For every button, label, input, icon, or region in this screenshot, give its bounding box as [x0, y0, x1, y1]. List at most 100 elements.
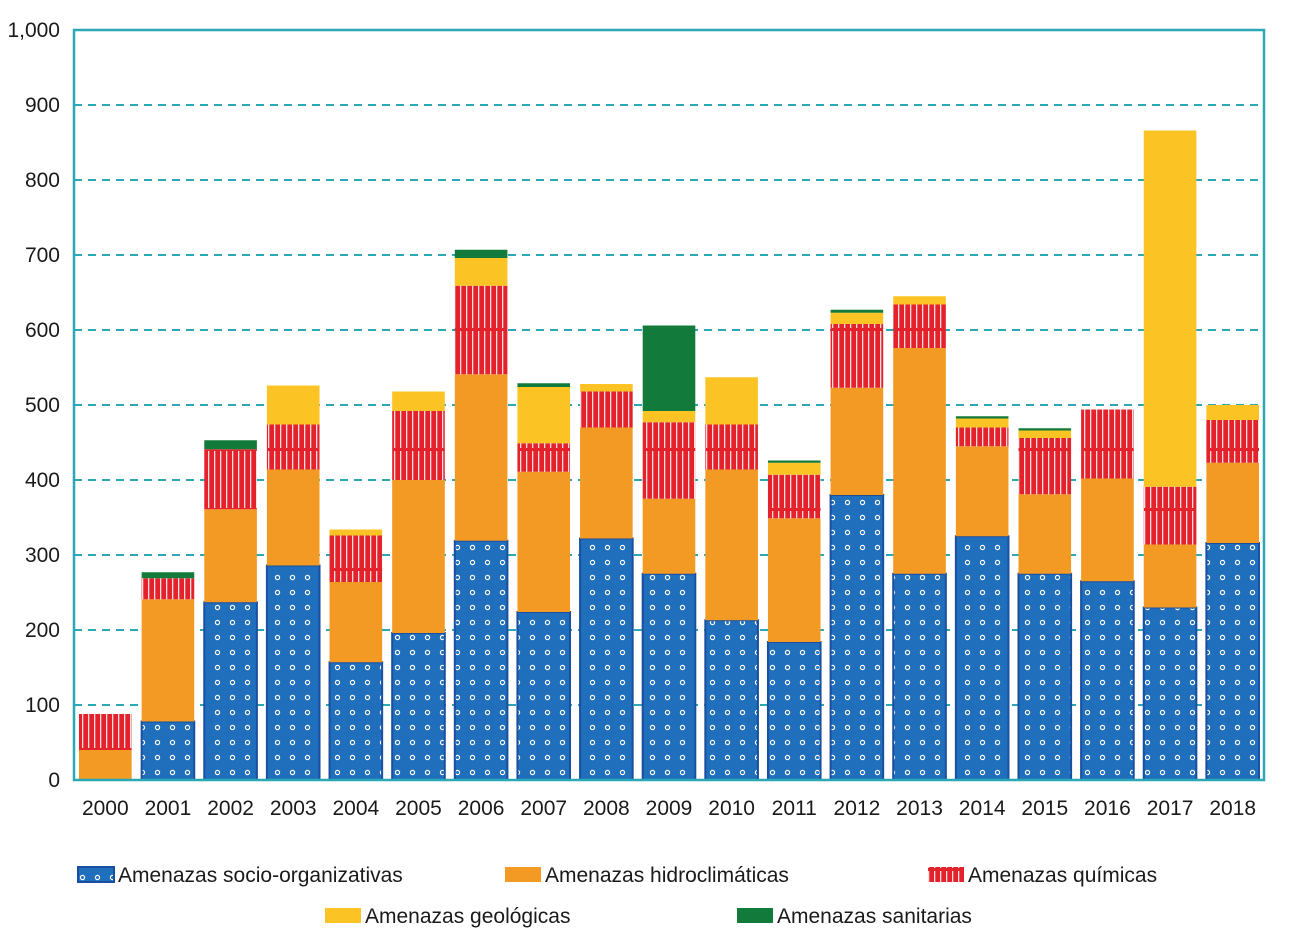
x-tick-label: 2005 [395, 797, 442, 820]
bar-segment-1 [766, 641, 822, 781]
bar-segment-3 [1143, 486, 1197, 545]
bar-segment-4 [1206, 405, 1259, 420]
bar-segment-4 [392, 391, 445, 411]
y-tick-label: 100 [25, 694, 60, 717]
bar-segment-2 [955, 446, 1009, 537]
x-axis-ticks: 2000 2001 2002 2003 2004 2005 2006 2007 2008 2009… [82, 797, 1256, 820]
bar-segment-1 [265, 564, 321, 781]
bar-segment-1 [140, 720, 196, 781]
bar-segment-1 [892, 572, 947, 781]
x-tick-label: 2015 [1021, 797, 1068, 820]
bar-segment-1 [516, 611, 572, 781]
bar-segment-4 [1018, 430, 1072, 438]
bar-segment-1 [328, 661, 384, 781]
bar-segment-2 [1143, 544, 1197, 608]
legend-label: Amenazas químicas [968, 864, 1157, 887]
x-tick-label: 2011 [772, 797, 817, 820]
bar-segment-3 [642, 422, 696, 499]
legend: Amenazas socio-organizativas Amenazas hid… [77, 864, 1157, 928]
bar-segment-5 [955, 416, 1009, 419]
y-tick-label: 1,000 [7, 19, 60, 42]
y-tick-label: 400 [25, 469, 60, 492]
legend-label: Amenazas sanitarias [777, 905, 972, 928]
bar-segment-2 [1018, 494, 1072, 574]
bar-segment-3 [204, 449, 257, 510]
bar-segment-4 [955, 418, 1009, 428]
bar-segment-2 [580, 427, 633, 539]
bar-segment-4 [642, 411, 696, 423]
bar-segment-1 [203, 601, 258, 781]
bar-segment-5 [767, 460, 821, 463]
x-tick-label: 2000 [82, 797, 129, 820]
bar-segment-1 [954, 535, 1010, 781]
x-tick-label: 2010 [708, 797, 755, 820]
bar-segment-3 [392, 411, 445, 480]
bar-segment-5 [830, 309, 884, 313]
bar-segment-3 [893, 304, 946, 348]
bar-segment-4 [705, 377, 758, 425]
bar-segment-3 [79, 714, 132, 750]
bar-segment-4 [893, 296, 946, 305]
legend-label: Amenazas geológicas [365, 905, 570, 928]
x-tick-label: 2007 [520, 797, 567, 820]
legend-swatch [77, 866, 115, 883]
y-tick-label: 800 [25, 169, 60, 192]
bar-segment-3 [580, 391, 633, 428]
bar-segment-5 [642, 325, 696, 411]
y-axis-ticks: 0 100 200 300 400 500 600 700 800 900 1,000 [7, 19, 60, 792]
bar-segment-3 [517, 443, 571, 472]
bar-segment-1 [579, 537, 634, 781]
x-tick-label: 2004 [332, 797, 379, 820]
bar-segment-2 [767, 518, 821, 642]
bar-segment-2 [329, 582, 383, 663]
bar-segment-4 [830, 312, 884, 324]
x-tick-label: 2014 [959, 797, 1006, 820]
bar-segment-1 [1080, 580, 1135, 781]
bar-segment-4 [517, 387, 571, 444]
y-tick-label: 600 [25, 319, 60, 342]
x-tick-label: 2008 [583, 797, 630, 820]
legend-label: Amenazas socio-organizativas [118, 864, 403, 887]
bar-segment-2 [141, 599, 195, 722]
bar-segment-3 [141, 578, 195, 600]
bar-segment-2 [266, 469, 320, 566]
bar-segment-3 [767, 474, 821, 519]
y-tick-label: 500 [25, 394, 60, 417]
bar-segment-2 [705, 469, 758, 621]
x-tick-label: 2013 [896, 797, 943, 820]
legend-swatch [928, 867, 964, 882]
bar-segment-1 [641, 572, 697, 781]
bar-segment-2 [392, 480, 445, 633]
legend-swatch [505, 867, 541, 882]
bar-segment-1 [1017, 572, 1073, 781]
x-tick-label: 2016 [1084, 797, 1131, 820]
bar-segment-2 [79, 750, 132, 780]
bar-segment-1 [1142, 606, 1198, 781]
bar-segment-2 [1081, 478, 1134, 582]
bar-segment-5 [204, 440, 257, 450]
y-tick-label: 700 [25, 244, 60, 267]
bar-segment-5 [141, 572, 195, 579]
bar-segment-5 [454, 249, 508, 258]
bar-segment-5 [1018, 428, 1072, 431]
bar-segment-3 [454, 285, 508, 375]
bar-segment-4 [580, 384, 633, 392]
x-tick-label: 2017 [1147, 797, 1194, 820]
bar-segment-3 [1081, 409, 1134, 479]
bar-segment-3 [955, 427, 1009, 447]
bar-segment-1 [829, 494, 885, 781]
bar-segment-1 [1205, 542, 1260, 781]
bar-segment-2 [642, 498, 696, 574]
x-tick-label: 2006 [458, 797, 505, 820]
y-tick-label: 900 [25, 94, 60, 117]
bar-segment-2 [517, 471, 571, 612]
bar-segment-3 [705, 424, 758, 470]
bar-segment-3 [1206, 420, 1259, 463]
legend-swatch [325, 908, 361, 923]
bars [79, 130, 1260, 781]
bar-segment-1 [391, 632, 446, 781]
plot-frame [72, 28, 1266, 782]
x-tick-label: 2003 [270, 797, 317, 820]
